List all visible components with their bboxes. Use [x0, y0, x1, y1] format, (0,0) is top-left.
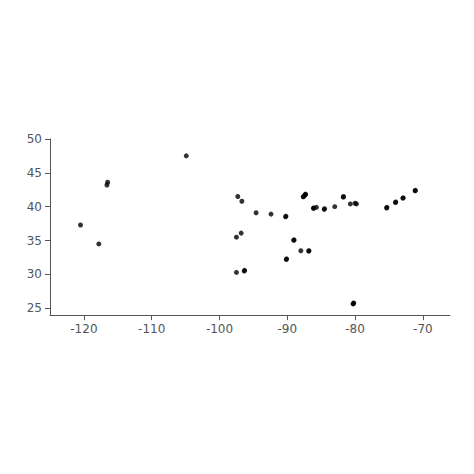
svg-text:50: 50 — [27, 132, 42, 146]
svg-text:-90: -90 — [277, 322, 297, 336]
svg-text:25: 25 — [27, 301, 42, 315]
svg-text:-100: -100 — [206, 322, 233, 336]
svg-text:30: 30 — [27, 267, 42, 281]
svg-text:-110: -110 — [138, 322, 165, 336]
svg-text:35: 35 — [27, 234, 42, 248]
svg-text:45: 45 — [27, 166, 42, 180]
svg-text:40: 40 — [27, 200, 42, 214]
svg-text:-80: -80 — [345, 322, 365, 336]
svg-text:-120: -120 — [70, 322, 97, 336]
svg-text:-70: -70 — [413, 322, 433, 336]
